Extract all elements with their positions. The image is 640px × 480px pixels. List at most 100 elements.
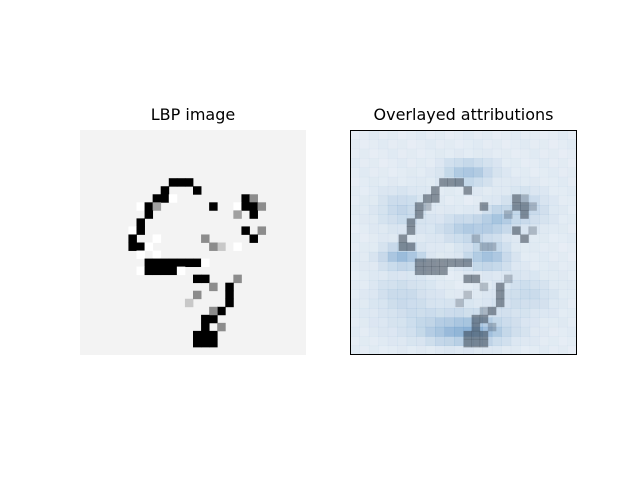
attribution-cell [387, 158, 398, 168]
attribution-cell [548, 242, 559, 253]
attribution-cell [548, 251, 559, 262]
lbp-pixel [249, 234, 258, 243]
attribution-cell [397, 139, 408, 150]
attribution-cell [567, 205, 577, 215]
attribution-cell [359, 298, 370, 309]
lbp-pixel [217, 242, 226, 251]
attribution-cell [510, 289, 521, 300]
lbp-pixel [144, 266, 154, 276]
attribution-cell [558, 270, 568, 281]
attribution-cell [567, 251, 577, 262]
attribution-cell [482, 130, 493, 140]
attribution-cell [510, 251, 521, 262]
attribution-cell [510, 308, 521, 318]
attribution-cell [501, 205, 512, 215]
attribution-cell [520, 130, 531, 140]
attribution-cell [368, 205, 379, 215]
attribution-cell [539, 261, 550, 272]
attribution-cell [529, 317, 540, 328]
attribution-cell [558, 242, 568, 253]
attribution-cell [539, 270, 550, 281]
attribution-cell [368, 336, 379, 347]
attribution-cell [472, 195, 483, 206]
attribution-cell [491, 326, 502, 337]
lbp-pixel [209, 242, 218, 251]
attribution-cell [406, 176, 417, 187]
attribution-cell [539, 205, 550, 215]
attribution-cell [406, 289, 417, 300]
attribution-cell [416, 233, 427, 243]
attribution-cell [463, 148, 474, 159]
lbp-pixel [136, 202, 145, 211]
attribution-cell [425, 336, 436, 347]
lbp-image-title: LBP image [150, 105, 236, 124]
attribution-cell [510, 326, 521, 337]
attribution-cell [529, 298, 540, 309]
lbp-pixel [201, 258, 210, 268]
attribution-cell [520, 186, 531, 197]
attribution-cell [482, 270, 493, 281]
attribution-cell [567, 130, 577, 140]
lbp-pixel [233, 274, 242, 284]
attribution-cell [454, 317, 464, 328]
overlay-stroke-pixel [431, 194, 440, 203]
overlay-stroke-pixel [463, 330, 473, 340]
overlay-stroke-pixel [479, 202, 489, 211]
attribution-cell [435, 298, 445, 309]
attribution-cell [539, 289, 550, 300]
attribution-cell [378, 130, 389, 140]
attribution-cell [567, 167, 577, 178]
overlay-stroke-pixel [495, 298, 505, 308]
attribution-cell [463, 214, 474, 225]
attribution-cell [482, 139, 493, 150]
attribution-cell [378, 251, 389, 262]
attribution-cell [368, 176, 379, 187]
attribution-cell [567, 261, 577, 272]
attribution-cell [425, 186, 436, 197]
attribution-cell [491, 214, 502, 225]
attribution-cell [472, 214, 483, 225]
attribution-cell [491, 167, 502, 178]
lbp-pixel [160, 194, 170, 203]
lbp-pixel [184, 178, 194, 187]
attribution-cell [567, 214, 577, 225]
attribution-cell [444, 251, 455, 262]
attribution-cell [454, 270, 464, 281]
attribution-cell [416, 148, 427, 159]
overlay-stroke-pixel [398, 242, 408, 251]
attribution-cell [368, 317, 379, 328]
attribution-cell [368, 139, 379, 150]
attribution-cell [406, 345, 417, 355]
attribution-cell [501, 186, 512, 197]
attribution-cell [491, 223, 502, 234]
attribution-cell [454, 148, 464, 159]
lbp-pixel [233, 242, 242, 251]
attribution-cell [444, 308, 455, 318]
attribution-cell [548, 233, 559, 243]
attribution-cell [359, 167, 370, 178]
attribution-cell [368, 233, 379, 243]
attribution-cell [397, 205, 408, 215]
lbp-pixel [209, 330, 218, 340]
attribution-cell [454, 139, 464, 150]
attribution-cell [548, 326, 559, 337]
attribution-cell [444, 139, 455, 150]
attribution-cell [387, 261, 398, 272]
attribution-cell [368, 261, 379, 272]
attribution-cell [529, 130, 540, 140]
attribution-cell [359, 195, 370, 206]
attribution-cell [472, 242, 483, 253]
attribution-cell [567, 298, 577, 309]
attribution-cell [359, 345, 370, 355]
attribution-cell [454, 186, 464, 197]
attribution-cell [548, 336, 559, 347]
attribution-cell [529, 139, 540, 150]
attribution-cell [350, 308, 360, 318]
lbp-pixel [217, 322, 226, 332]
attribution-cell [529, 223, 540, 234]
attribution-cell [387, 176, 398, 187]
attribution-cell [350, 167, 360, 178]
attribution-cell [435, 317, 445, 328]
attribution-cell [350, 345, 360, 355]
attribution-cell [416, 176, 427, 187]
